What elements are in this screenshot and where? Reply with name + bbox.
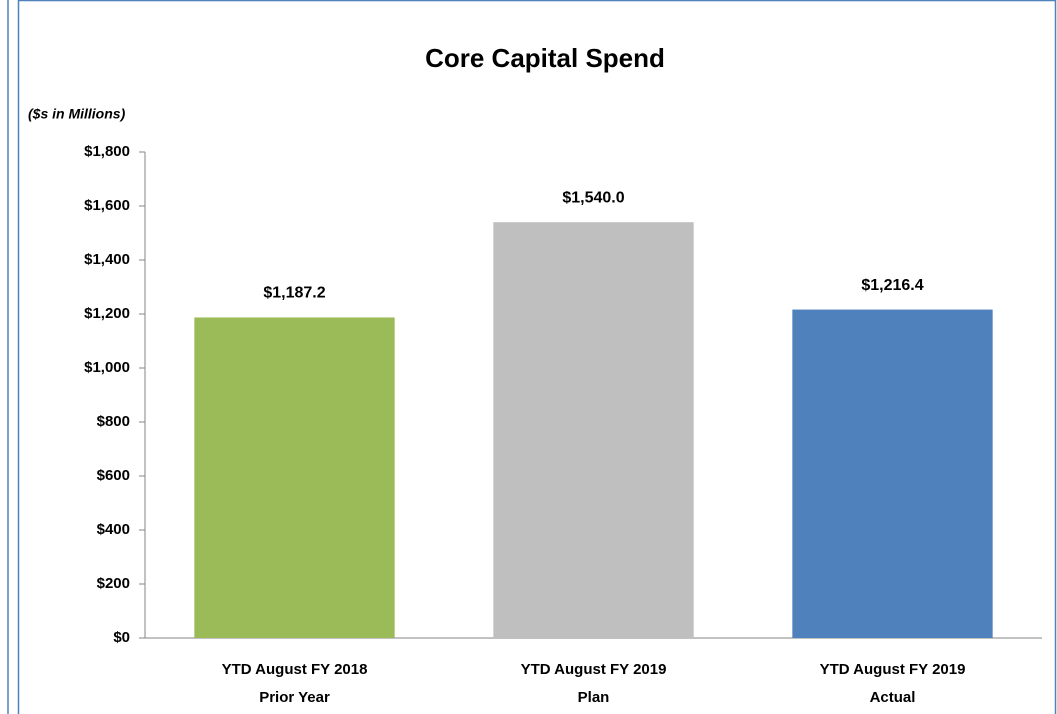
y-tick-label: $1,600 [84, 197, 130, 214]
x-tick-label: Prior Year [259, 689, 330, 706]
y-tick-label: $1,800 [84, 143, 130, 160]
y-tick-label: $600 [97, 467, 130, 484]
x-tick-label: YTD August FY 2019 [820, 661, 966, 678]
y-tick-label: $800 [97, 413, 130, 430]
x-tick-label: YTD August FY 2018 [222, 661, 368, 678]
bar [493, 222, 694, 638]
x-tick-label: Plan [578, 689, 610, 706]
y-tick-label: $1,000 [84, 359, 130, 376]
bar [194, 317, 395, 638]
chart-frame [17, 0, 1057, 714]
bar [792, 309, 993, 638]
x-tick-label: YTD August FY 2019 [521, 661, 667, 678]
value-label: $1,540.0 [562, 189, 624, 206]
value-label: $1,216.4 [861, 277, 923, 294]
y-tick-label: $200 [97, 575, 130, 592]
x-tick-label: Actual [870, 689, 916, 706]
unit-subtitle: ($s in Millions) [28, 106, 126, 122]
chart-title: Core Capital Spend [425, 43, 665, 73]
y-tick-label: $1,200 [84, 305, 130, 322]
y-tick-label: $0 [113, 629, 130, 646]
y-tick-label: $400 [97, 521, 130, 538]
y-tick-label: $1,400 [84, 251, 130, 268]
value-label: $1,187.2 [263, 285, 325, 302]
